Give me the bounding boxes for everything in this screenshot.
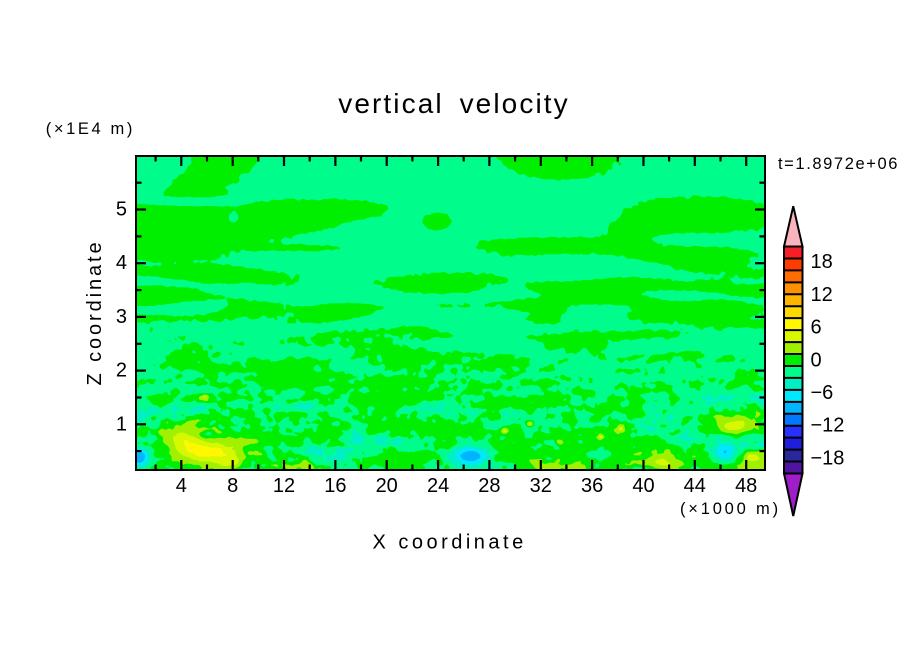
svg-text:(×1000 m): (×1000 m) <box>680 500 781 518</box>
svg-text:36: 36 <box>581 475 603 497</box>
svg-text:12: 12 <box>273 475 295 497</box>
svg-text:20: 20 <box>376 475 398 497</box>
svg-text:44: 44 <box>684 475 706 497</box>
svg-text:Z coordinate: Z coordinate <box>84 240 106 386</box>
svg-text:28: 28 <box>478 475 500 497</box>
svg-text:vertical velocity: vertical velocity <box>338 88 570 119</box>
svg-text:48: 48 <box>735 475 757 497</box>
svg-text:5: 5 <box>116 199 127 221</box>
svg-text:1: 1 <box>116 413 127 435</box>
svg-text:32: 32 <box>530 475 552 497</box>
svg-text:3: 3 <box>116 306 127 328</box>
svg-text:6: 6 <box>811 317 822 339</box>
svg-text:4: 4 <box>116 252 127 274</box>
svg-text:−18: −18 <box>811 447 845 469</box>
svg-text:−6: −6 <box>811 382 834 404</box>
svg-text:24: 24 <box>427 475 449 497</box>
svg-text:12: 12 <box>811 284 833 306</box>
svg-text:−12: −12 <box>811 415 845 437</box>
svg-text:t=1.8972e+06: t=1.8972e+06 <box>778 155 899 173</box>
svg-text:18: 18 <box>811 251 833 273</box>
svg-text:X coordinate: X coordinate <box>372 532 526 554</box>
svg-text:0: 0 <box>811 349 822 371</box>
svg-text:2: 2 <box>116 360 127 382</box>
svg-text:40: 40 <box>632 475 654 497</box>
svg-text:(×1E4 m): (×1E4 m) <box>46 120 135 138</box>
svg-text:4: 4 <box>176 475 187 497</box>
svg-text:16: 16 <box>324 475 346 497</box>
svg-text:8: 8 <box>227 475 238 497</box>
